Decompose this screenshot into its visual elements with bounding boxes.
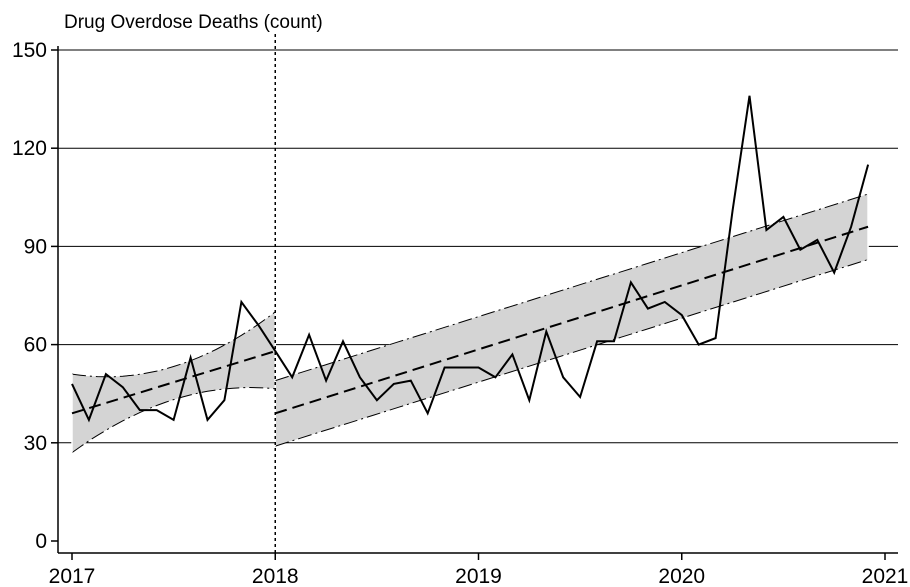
x-tick-label-2021: 2021: [862, 565, 909, 587]
x-tick-label-2019: 2019: [455, 565, 502, 587]
lower-bound-1: [71, 386, 276, 454]
y-tick-labels: 0 30 60 90 120 150: [12, 39, 58, 553]
y-tick-label-0: 0: [35, 530, 47, 553]
x-tick-label-2018: 2018: [252, 565, 299, 587]
y-tick-label-150: 150: [12, 39, 47, 62]
y-tick-label-30: 30: [24, 432, 47, 455]
x-tick-label-2017: 2017: [49, 565, 96, 587]
fitted-trend-lines: [71, 225, 869, 415]
lower-bound-2: [275, 259, 869, 447]
axes: [57, 46, 898, 554]
observed-line: [71, 95, 870, 423]
x-tick-label-2020: 2020: [658, 565, 705, 587]
fitted-line-2: [274, 225, 869, 415]
upper-bound-2: [275, 193, 869, 382]
x-tick-labels: 2017 2018 2019 2020 2021: [49, 553, 909, 587]
confidence-bands: [71, 193, 869, 454]
observed-series: [71, 95, 870, 423]
confidence-band-1: [72, 311, 276, 453]
y-tick-label-60: 60: [24, 334, 47, 357]
y-tick-label-120: 120: [12, 137, 47, 160]
y-axis-label: Drug Overdose Deaths (count): [64, 12, 323, 33]
gridlines: [58, 49, 898, 444]
y-tick-label-90: 90: [24, 235, 47, 258]
